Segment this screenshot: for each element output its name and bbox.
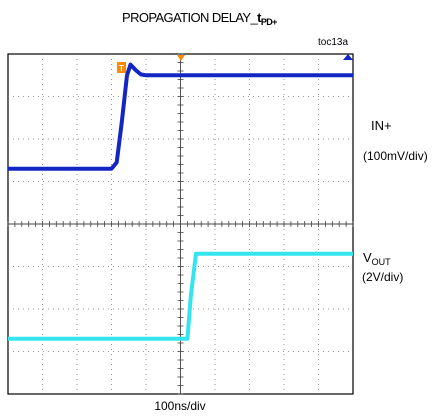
chart-title: PROPAGATION DELAY_tPD+: [122, 10, 277, 27]
series-label-in-plus: IN+: [371, 118, 392, 133]
series-label-vout: VOUT: [363, 250, 391, 267]
graticule: [7, 53, 354, 395]
trigger-level-marker: [343, 54, 353, 60]
trigger-label: T: [119, 64, 124, 73]
series-scale-in-plus: (100mV/div): [363, 149, 428, 163]
trigger-marker: T: [117, 62, 126, 73]
x-axis-label: 100ns/div: [154, 399, 205, 413]
series-scale-vout: (2V/div): [362, 270, 403, 284]
trace-in-plus: [8, 62, 353, 171]
trigger-position-marker: [177, 55, 185, 61]
trace-vout: [8, 251, 353, 341]
figure-id: toc13a: [318, 37, 348, 48]
